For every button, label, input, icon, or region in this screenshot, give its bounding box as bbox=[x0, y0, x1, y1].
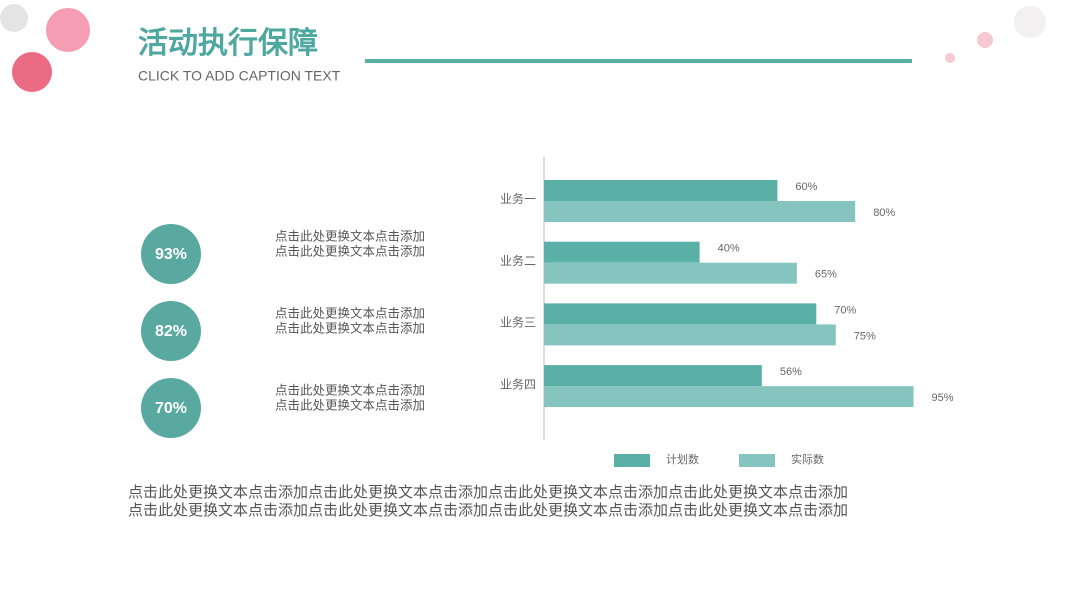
value-label: 75% bbox=[854, 330, 876, 342]
footer-text: 点击此处更换文本点击添加点击此处更换文本点击添加点击此处更换文本点击添加点击此处… bbox=[128, 484, 848, 501]
decoration bbox=[0, 4, 1046, 92]
badge-label: 70% bbox=[155, 400, 187, 417]
legend-swatch bbox=[739, 454, 775, 467]
item-text: 点击此处更换文本点击添加 bbox=[275, 228, 425, 243]
item-text: 点击此处更换文本点击添加 bbox=[275, 243, 425, 258]
item-text: 点击此处更换文本点击添加 bbox=[275, 305, 425, 320]
y-tick-label: 业务四 bbox=[500, 376, 536, 391]
item-text: 点击此处更换文本点击添加 bbox=[275, 397, 425, 412]
footer-text: 点击此处更换文本点击添加点击此处更换文本点击添加点击此处更换文本点击添加点击此处… bbox=[128, 502, 848, 519]
legend-swatch bbox=[614, 454, 650, 467]
y-tick-label: 业务三 bbox=[500, 315, 536, 330]
legend-label: 实际数 bbox=[791, 452, 824, 466]
legend-label: 计划数 bbox=[666, 453, 699, 466]
item-text: 点击此处更换文本点击添加 bbox=[275, 320, 425, 335]
y-tick-label: 业务一 bbox=[500, 191, 536, 206]
caption: CLICK TO ADD CAPTION TEXT bbox=[138, 68, 341, 84]
item-text: 点击此处更换文本点击添加 bbox=[275, 382, 425, 397]
badge bbox=[141, 378, 201, 438]
value-label: 95% bbox=[932, 392, 954, 404]
y-tick-label: 业务二 bbox=[500, 253, 536, 268]
bar bbox=[544, 365, 762, 387]
bar bbox=[544, 324, 836, 346]
value-label: 80% bbox=[873, 207, 895, 219]
value-label: 40% bbox=[718, 243, 740, 255]
badge bbox=[141, 301, 201, 361]
badge-label: 93% bbox=[155, 246, 187, 263]
bar bbox=[544, 303, 817, 325]
badge bbox=[141, 224, 201, 284]
value-label: 56% bbox=[780, 366, 802, 378]
bar bbox=[544, 386, 914, 408]
value-label: 70% bbox=[834, 304, 856, 316]
bar bbox=[544, 241, 700, 263]
bar bbox=[544, 180, 778, 201]
bar bbox=[544, 201, 856, 222]
badge-label: 82% bbox=[155, 323, 187, 340]
value-label: 65% bbox=[815, 269, 837, 281]
value-label: 60% bbox=[795, 181, 817, 193]
title: 活动执行保障 bbox=[138, 26, 318, 60]
bar bbox=[544, 262, 797, 284]
